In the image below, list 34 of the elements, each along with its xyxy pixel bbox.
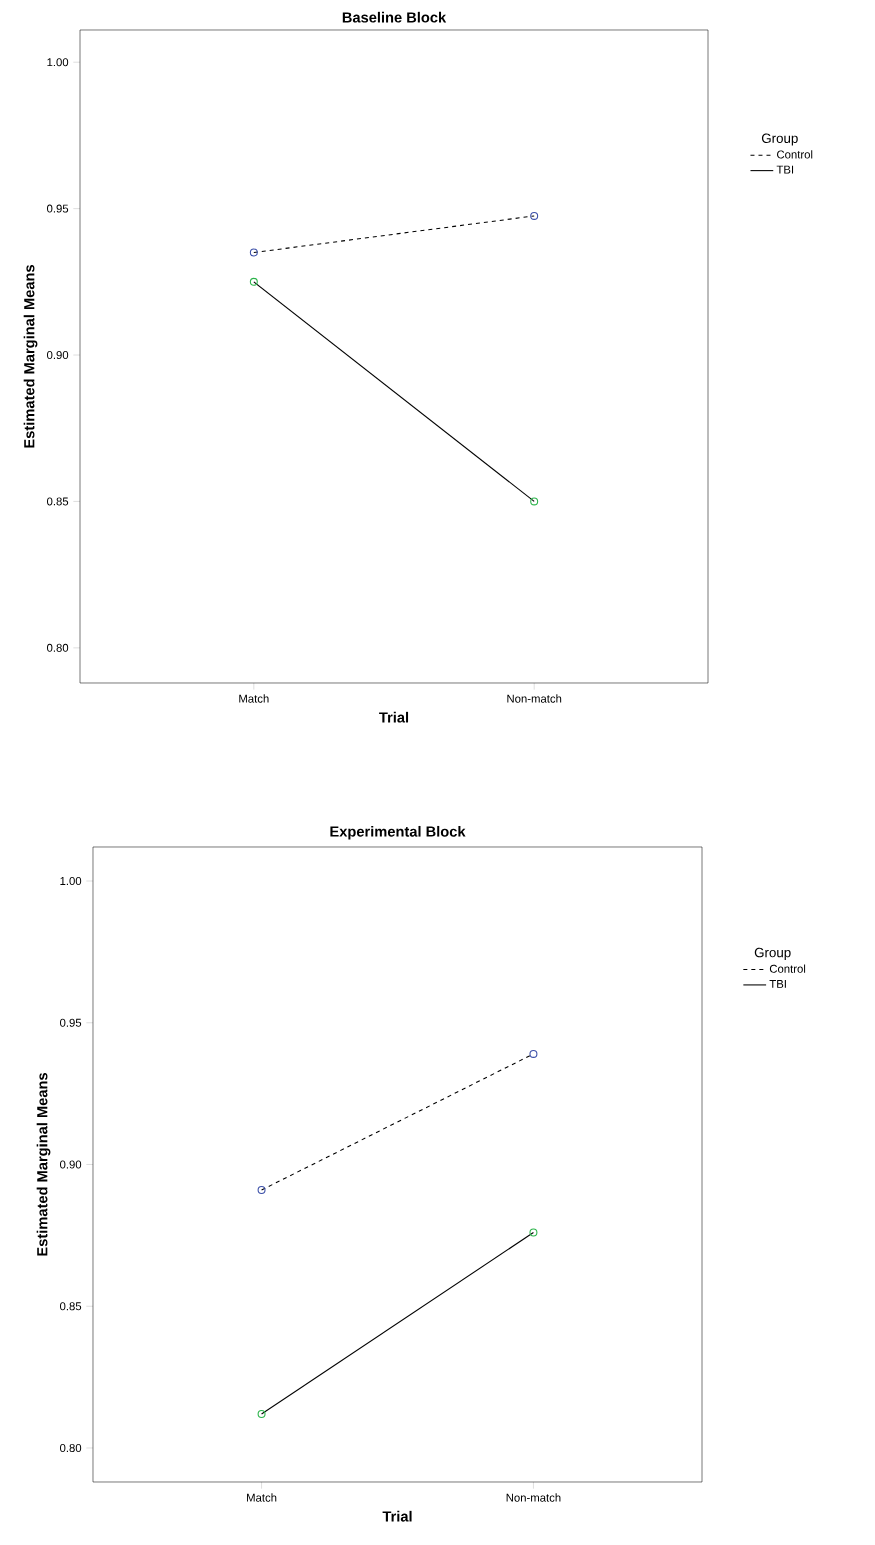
legend-label: Control: [777, 150, 813, 159]
chart-title: Experimental Block: [330, 825, 466, 840]
x-axis-title: Trial: [382, 1510, 412, 1522]
legend-label: TBI: [769, 980, 786, 988]
point: [530, 211, 539, 220]
y-tick-label: 1.00: [47, 58, 69, 67]
y-tick-label: 0.90: [60, 1160, 82, 1169]
y-axis-title: Estimated Marginal Means: [36, 1073, 51, 1256]
x-tick-label: Non-match: [506, 1493, 561, 1502]
x-tick-label: Match: [239, 694, 269, 703]
y-tick-label: 0.95: [47, 204, 69, 213]
y-tick-label: 0.80: [60, 1443, 82, 1452]
y-tick-label: 0.95: [60, 1018, 82, 1027]
y-tick-label: 0.85: [60, 1302, 82, 1311]
x-tick-label: Non-match: [507, 694, 562, 703]
chart-title: Baseline Block: [342, 11, 447, 23]
point: [529, 1228, 538, 1237]
legend-label: Control: [769, 964, 806, 973]
y-tick-label: 0.85: [47, 497, 69, 506]
y-tick-label: 0.90: [47, 351, 69, 360]
y-tick-label: 1.00: [60, 877, 82, 886]
point: [530, 497, 539, 506]
y-axis-title: Estimated Marginal Means: [23, 265, 38, 448]
point: [249, 248, 258, 257]
point: [249, 277, 258, 286]
legend-label: TBI: [776, 165, 794, 174]
legend-title: Group: [754, 947, 791, 960]
x-axis-title: Trial: [379, 711, 409, 723]
point: [257, 1186, 266, 1195]
point: [529, 1049, 538, 1058]
point: [257, 1409, 266, 1418]
x-tick-label: Match: [247, 1493, 277, 1502]
legend-title: Group: [761, 133, 798, 146]
y-tick-label: 0.80: [47, 643, 69, 652]
